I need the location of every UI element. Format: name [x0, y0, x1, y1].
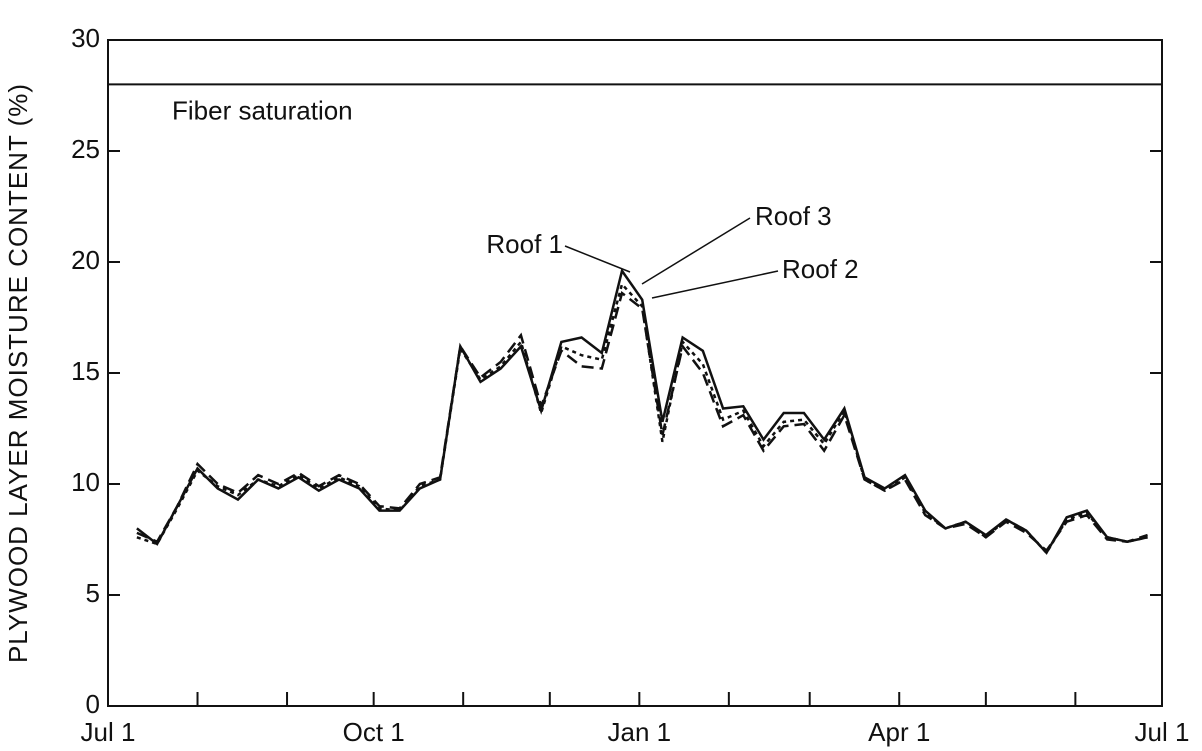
y-tick-label: 25	[71, 134, 100, 164]
label-leader	[641, 217, 751, 285]
plot-frame	[107, 39, 1163, 707]
y-tick-label: 15	[71, 356, 100, 386]
y-tick-label: 10	[71, 467, 100, 497]
series-label: Roof 2	[782, 254, 859, 284]
x-tick-label: Jul 1	[1135, 717, 1190, 747]
label-leader	[564, 245, 631, 273]
y-axis-label: PLYWOOD LAYER MOISTURE CONTENT (%)	[3, 83, 33, 663]
x-tick-label: Jan 1	[608, 717, 672, 747]
series-label: Roof 1	[486, 229, 563, 259]
series-label: Roof 3	[755, 201, 832, 231]
reference-label: Fiber saturation	[172, 95, 353, 125]
x-tick-label: Jul 1	[81, 717, 136, 747]
x-tick-label: Oct 1	[343, 717, 405, 747]
series-line	[136, 290, 1148, 553]
y-tick-label: 5	[86, 578, 100, 608]
label-leader	[651, 270, 779, 299]
y-tick-label: 0	[86, 689, 100, 719]
x-tick-label: Apr 1	[868, 717, 930, 747]
series-line	[136, 281, 1148, 555]
y-tick-label: 20	[71, 245, 100, 275]
y-tick-label: 30	[71, 23, 100, 53]
